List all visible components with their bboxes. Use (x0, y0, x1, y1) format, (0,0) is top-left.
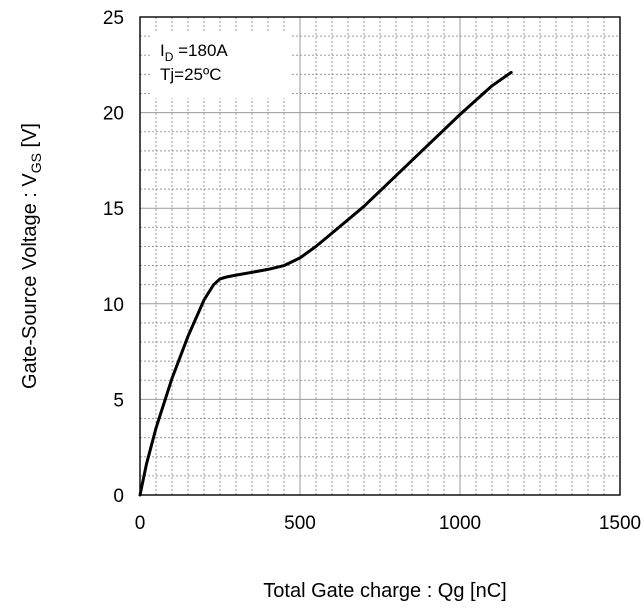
y-tick-label: 15 (103, 199, 124, 220)
x-tick-label: 0 (135, 513, 146, 534)
x-tick-label: 1000 (439, 513, 481, 534)
y-axis-label-main: Gate-Source Voltage : V (19, 173, 41, 389)
annotation-current-symbol: I (160, 41, 165, 60)
x-tick-label: 1500 (599, 513, 641, 534)
annotation-temperature: Tj=25ºC (160, 65, 221, 84)
tick-labels: 0 500 1000 1500 0 5 10 15 20 25 (103, 8, 641, 534)
annotation-current-sub: D (165, 50, 174, 64)
y-tick-label: 20 (103, 104, 124, 125)
y-axis-label-sub: GS (28, 153, 44, 173)
plot-frame (139, 16, 621, 496)
y-tick-label: 10 (103, 295, 124, 316)
annotation-current-value: =180A (173, 41, 228, 60)
x-axis-label: Total Gate charge : Qg [nC] (263, 580, 506, 602)
y-tick-label: 25 (103, 8, 124, 29)
x-tick-label: 500 (284, 513, 316, 534)
annotation-box (152, 32, 292, 98)
y-tick-label: 5 (113, 390, 124, 411)
annotation-current: ID =180A (160, 41, 228, 64)
y-axis-label: Gate-Source Voltage : VGS [V] (19, 123, 44, 389)
y-tick-label: 0 (113, 486, 124, 507)
y-axis-label-unit: [V] (19, 123, 41, 153)
series-line (138, 70, 513, 497)
